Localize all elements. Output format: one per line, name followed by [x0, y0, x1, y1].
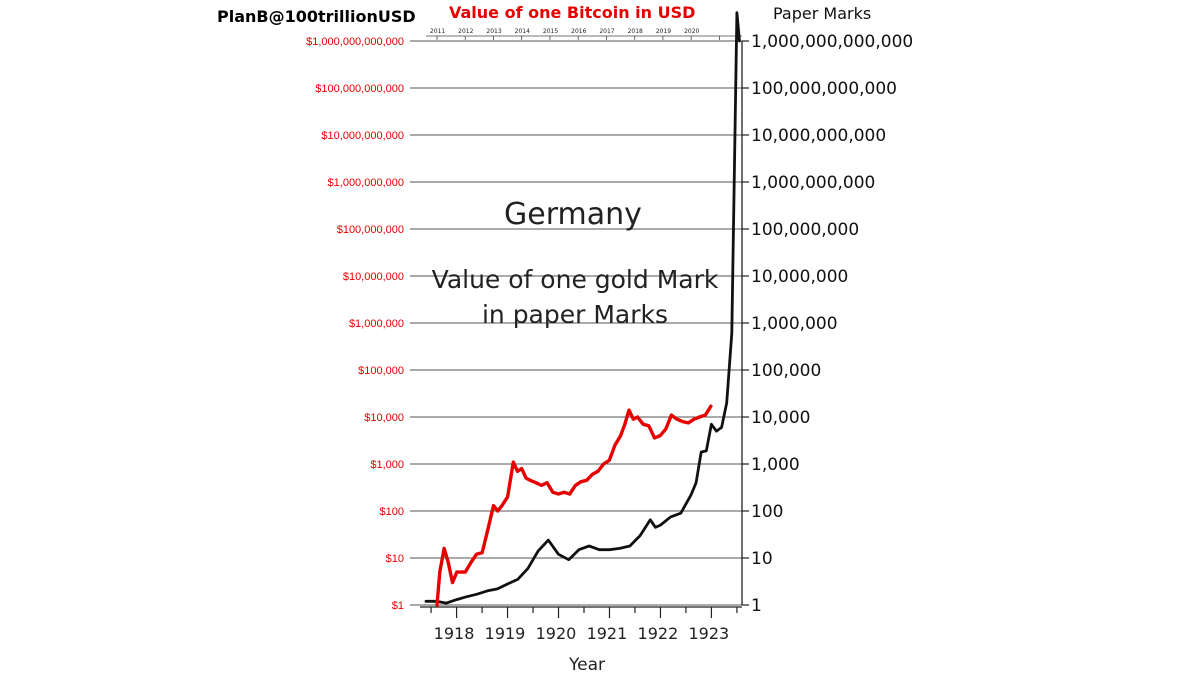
left-tick-label: $100 [380, 506, 404, 518]
right-axis-title: Paper Marks [773, 4, 871, 23]
left-tick-label: $1,000,000 [349, 318, 404, 330]
bottom-year-label: 1923 [689, 624, 730, 643]
top-year-label: 2016 [571, 28, 586, 35]
left-tick-label: $10,000 [364, 412, 404, 424]
right-tick-label: 1,000,000 [751, 314, 838, 334]
right-tick-label: 100 [751, 502, 783, 522]
x-axis-label: Year [568, 655, 605, 675]
left-tick-label: $100,000,000 [337, 224, 404, 236]
right-tick-label: 1,000 [751, 455, 800, 475]
right-tick-label: 10,000 [751, 408, 810, 428]
top-year-label: 2014 [515, 28, 530, 35]
right-tick-label: 1,000,000,000,000 [751, 32, 913, 52]
top-year-label: 2015 [543, 28, 558, 35]
bitcoin-price-line [435, 404, 713, 607]
right-tick-label: 100,000,000,000 [751, 79, 897, 99]
left-tick-label: $1,000 [370, 459, 404, 471]
right-tick-label: 10,000,000,000 [751, 126, 886, 146]
left-tick-label: $10,000,000,000 [321, 130, 404, 142]
annotation-line-2: in paper Marks [482, 300, 668, 329]
bottom-year-label: 1920 [536, 624, 577, 643]
bottom-year-label: 1918 [434, 624, 475, 643]
top-year-axis: 2011 2012 2013 2014 2015 2016 2017 2018 2019 2020 [426, 28, 742, 40]
right-tick-label: 100,000 [751, 361, 821, 381]
bottom-year-axis: 1918 1919 1920 1921 1922 1923 [420, 606, 742, 643]
left-tick-label: $10,000,000 [343, 271, 404, 283]
left-tick-label: $1 [392, 600, 404, 612]
top-year-label: 2011 [430, 28, 445, 35]
bottom-year-label: 1919 [485, 624, 526, 643]
bitcoin-series-title: Value of one Bitcoin in USD [449, 3, 695, 22]
top-year-label: 2017 [599, 28, 614, 35]
series-layer [424, 11, 741, 607]
bottom-year-label: 1922 [638, 624, 679, 643]
left-tick-label: $10 [386, 553, 404, 565]
right-tick-label: 1,000,000,000 [751, 173, 875, 193]
right-tick-label: 10,000,000 [751, 267, 848, 287]
author-handle: PlanB@100trillionUSD [217, 7, 416, 26]
right-tick-label: 1 [751, 596, 762, 616]
grid-lines [410, 40, 742, 606]
left-axis-tick-labels: $1 $10 $100 $1,000 $10,000 $100,000 $1,000,000… [306, 36, 404, 612]
left-tick-label: $100,000,000,000 [315, 83, 404, 95]
top-year-label: 2013 [486, 28, 501, 35]
right-tick-label: 100,000,000 [751, 220, 859, 240]
annotation-line-1: Value of one gold Mark [432, 265, 719, 294]
top-year-label: 2020 [684, 28, 699, 35]
country-annotation: Germany [504, 197, 642, 232]
right-axis-tick-labels: 1 10 100 1,000 10,000 100,000 1,000,000 10,000,… [741, 32, 913, 616]
right-tick-label: 10 [751, 549, 773, 569]
left-tick-label: $100,000 [358, 365, 404, 377]
top-year-label: 2018 [628, 28, 643, 35]
bottom-year-label: 1921 [587, 624, 628, 643]
left-tick-label: $1,000,000,000,000 [306, 36, 404, 48]
top-year-label: 2019 [656, 28, 671, 35]
left-tick-label: $1,000,000,000 [328, 177, 404, 189]
gold-mark-line [424, 11, 741, 605]
top-year-label: 2012 [458, 28, 473, 35]
